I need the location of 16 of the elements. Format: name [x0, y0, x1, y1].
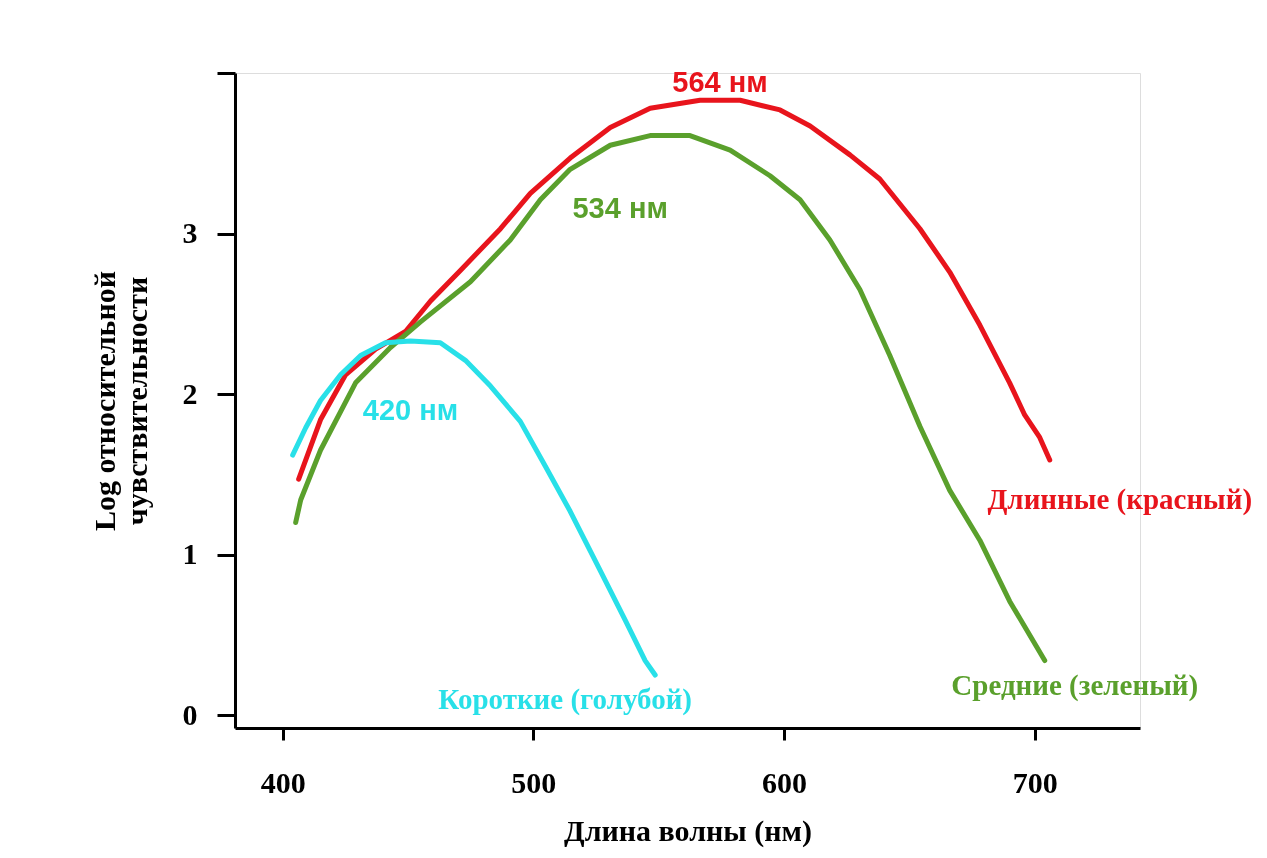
y-axis-title: Log относительной чувствительности: [87, 270, 153, 532]
x-tick-label: 600: [762, 765, 808, 799]
series-label: Средние (зеленый): [951, 668, 1199, 702]
y-tick-label: 2: [182, 376, 198, 410]
text: Длинные (красный): [987, 482, 1253, 516]
x-tick-label: 700: [1012, 765, 1058, 799]
y-tick-label: 3: [182, 216, 198, 250]
series-label: Короткие (голубой): [438, 683, 693, 717]
y-tick-label: 0: [182, 697, 198, 731]
annotation: 420 нм: [362, 394, 459, 427]
x-tick-label: 500: [511, 765, 557, 799]
y-tick-label: 1: [182, 537, 198, 571]
annotation: 564 нм: [672, 66, 768, 99]
annotation: 534 нм: [572, 191, 668, 224]
x-tick-label: 400: [260, 765, 306, 799]
x-axis-title: Длина волны (нм): [564, 813, 812, 848]
